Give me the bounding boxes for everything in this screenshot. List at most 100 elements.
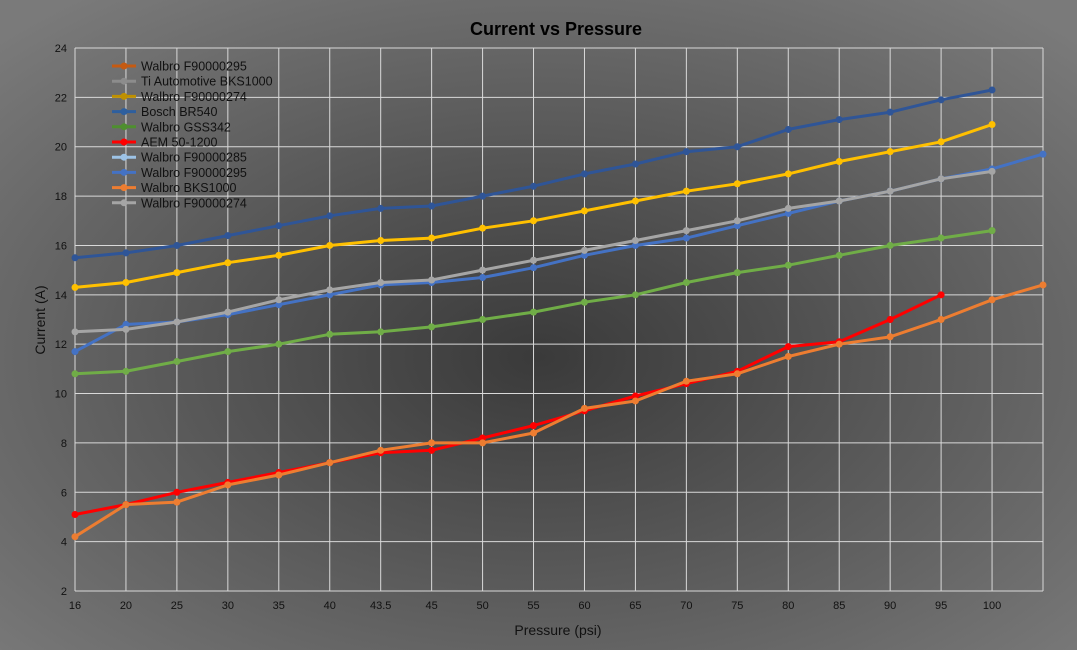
- series-group: [71, 227, 996, 378]
- legend-swatch-marker: [120, 77, 128, 85]
- legend-swatch-marker: [120, 138, 128, 146]
- data-point: [173, 498, 181, 506]
- data-point: [224, 481, 232, 489]
- data-point: [224, 308, 232, 316]
- data-point: [326, 212, 334, 220]
- chart-title: Current vs Pressure: [470, 19, 642, 39]
- data-point: [71, 370, 79, 378]
- data-point: [326, 286, 334, 294]
- data-point: [428, 439, 436, 447]
- data-point: [631, 237, 639, 245]
- legend-swatch-marker: [120, 92, 128, 100]
- data-point: [173, 269, 181, 277]
- data-point: [326, 330, 334, 338]
- x-tick-label: 65: [629, 600, 641, 612]
- legend-entry: Bosch BR540: [141, 105, 217, 119]
- data-point: [886, 241, 894, 249]
- data-point: [835, 158, 843, 166]
- legend-swatch-marker: [120, 153, 128, 161]
- legend-swatch-marker: [120, 62, 128, 70]
- data-point: [682, 148, 690, 156]
- x-tick-label: 50: [476, 600, 488, 612]
- y-axis-title: Current (A): [32, 285, 48, 354]
- series-group: [71, 121, 996, 291]
- data-point: [631, 397, 639, 405]
- data-point: [835, 116, 843, 124]
- data-point: [682, 377, 690, 385]
- data-point: [784, 353, 792, 361]
- data-point: [377, 446, 385, 454]
- legend-swatch-marker: [120, 123, 128, 131]
- data-point: [377, 237, 385, 245]
- x-tick-label: 80: [782, 600, 794, 612]
- x-tick-label: 75: [731, 600, 743, 612]
- data-point: [580, 246, 588, 254]
- x-axis-ticks: 16 20 25 30 35 40 43.5 45 50 55 60 65 70 75 80 85 90 95 10…: [69, 600, 1001, 612]
- x-tick-label: 43.5: [370, 600, 391, 612]
- series-line: [73, 293, 943, 516]
- legend-entry: Walbro F90000274: [141, 90, 247, 104]
- x-tick-label: 30: [222, 600, 234, 612]
- data-point: [937, 175, 945, 183]
- data-point: [122, 249, 130, 257]
- series-line: [73, 283, 1045, 539]
- series-group: [71, 281, 1047, 541]
- data-point: [71, 254, 79, 262]
- data-point: [682, 187, 690, 195]
- x-tick-label: 20: [120, 600, 132, 612]
- data-point: [326, 291, 334, 299]
- data-point: [428, 323, 436, 331]
- data-point: [479, 224, 487, 232]
- data-point: [479, 316, 487, 323]
- data-point: [71, 533, 79, 541]
- data-point: [1039, 150, 1047, 158]
- data-point: [784, 170, 792, 178]
- data-point: [937, 138, 945, 146]
- x-axis-title: Pressure (psi): [514, 622, 601, 638]
- data-point: [937, 96, 945, 104]
- data-point: [733, 217, 741, 225]
- legend-entry: Walbro F90000274: [141, 196, 247, 210]
- data-point: [224, 348, 232, 356]
- data-point: [631, 160, 639, 168]
- data-point: [530, 256, 538, 264]
- data-point: [275, 222, 283, 230]
- data-point: [631, 197, 639, 205]
- data-point: [886, 316, 894, 323]
- legend-swatch-marker: [120, 199, 128, 207]
- y-tick-label: 18: [55, 191, 67, 203]
- data-point: [479, 434, 487, 442]
- data-point: [71, 283, 79, 291]
- x-tick-label: 90: [884, 600, 896, 612]
- data-point: [784, 204, 792, 212]
- data-point: [530, 182, 538, 190]
- data-point: [275, 296, 283, 304]
- data-point: [530, 422, 538, 430]
- data-point: [479, 439, 487, 447]
- data-point: [886, 148, 894, 156]
- y-tick-label: 14: [55, 290, 67, 302]
- legend-swatch-marker: [120, 168, 128, 176]
- data-point: [988, 227, 996, 235]
- data-point: [937, 234, 945, 242]
- data-point: [122, 320, 130, 328]
- data-point: [784, 125, 792, 133]
- data-point: [275, 340, 283, 348]
- y-tick-label: 16: [55, 240, 67, 252]
- data-point: [580, 298, 588, 306]
- data-point: [580, 251, 588, 259]
- data-point: [122, 278, 130, 286]
- data-point: [733, 143, 741, 151]
- x-tick-label: 100: [983, 600, 1001, 612]
- data-point: [886, 108, 894, 116]
- data-point: [937, 316, 945, 323]
- y-tick-label: 8: [61, 438, 67, 450]
- data-point: [224, 259, 232, 267]
- data-point: [275, 251, 283, 259]
- data-point: [682, 227, 690, 235]
- data-point: [428, 234, 436, 242]
- data-point: [784, 343, 792, 351]
